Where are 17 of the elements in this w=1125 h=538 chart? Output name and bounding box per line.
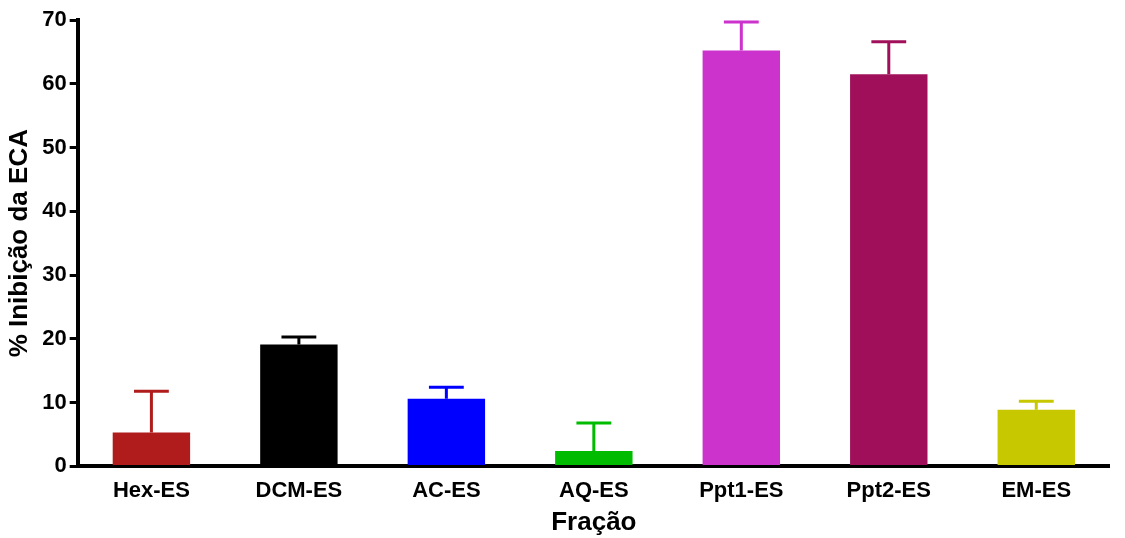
x-tick-label: DCM-ES (255, 476, 343, 502)
y-tick-label: 0 (54, 452, 67, 478)
y-tick-label: 40 (42, 197, 67, 223)
x-tick-label: AC-ES (412, 476, 481, 502)
x-tick-label: EM-ES (1001, 476, 1072, 502)
y-tick-label: 50 (42, 133, 67, 159)
x-axis-title: Fração (551, 505, 637, 536)
x-tick-label: Ppt2-ES (846, 476, 931, 502)
x-tick-label: AQ-ES (558, 476, 629, 502)
y-tick-label: 70 (42, 6, 67, 32)
x-tick-label: Hex-ES (112, 476, 190, 502)
y-tick-label: 10 (42, 388, 67, 414)
y-tick-label: 20 (42, 324, 67, 350)
y-axis-title: % Inibição da ECA (2, 128, 33, 358)
y-tick-label: 60 (42, 69, 67, 95)
x-tick-label: Ppt1-ES (699, 476, 784, 502)
y-tick-label: 30 (42, 261, 67, 287)
